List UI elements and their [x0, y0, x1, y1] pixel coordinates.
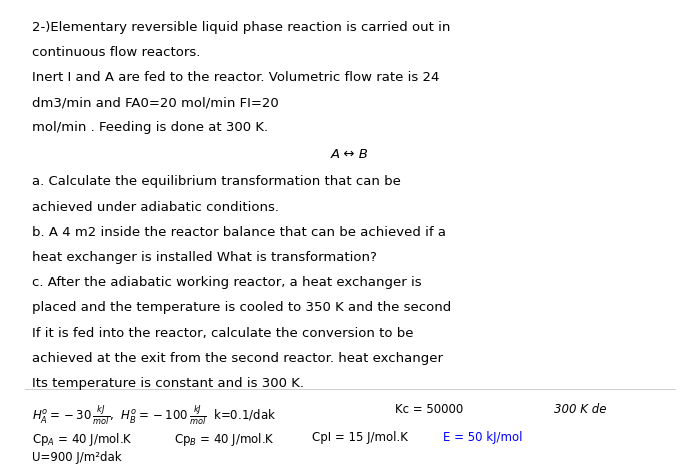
Text: heat exchanger is installed What is transformation?: heat exchanger is installed What is tran… — [32, 251, 377, 264]
Text: Inert I and A are fed to the reactor. Volumetric flow rate is 24: Inert I and A are fed to the reactor. Vo… — [32, 71, 439, 84]
Text: c. After the adiabatic working reactor, a heat exchanger is: c. After the adiabatic working reactor, … — [32, 276, 421, 289]
Text: CpI = 15 J/mol.K: CpI = 15 J/mol.K — [312, 431, 408, 444]
Text: E = 50 kJ/mol: E = 50 kJ/mol — [443, 431, 523, 444]
Text: placed and the temperature is cooled to 350 K and the second: placed and the temperature is cooled to … — [32, 302, 451, 314]
Text: dm3/min and FA0=20 mol/min FI=20: dm3/min and FA0=20 mol/min FI=20 — [32, 96, 279, 109]
Text: achieved at the exit from the second reactor. heat exchanger: achieved at the exit from the second rea… — [32, 352, 443, 365]
Text: 300 K de: 300 K de — [554, 403, 606, 416]
Text: A ↔ B: A ↔ B — [331, 148, 369, 162]
Text: b. A 4 m2 inside the reactor balance that can be achieved if a: b. A 4 m2 inside the reactor balance tha… — [32, 226, 446, 239]
Text: Kc = 50000: Kc = 50000 — [395, 403, 463, 416]
Text: Its temperature is constant and is 300 K.: Its temperature is constant and is 300 K… — [32, 377, 304, 390]
Text: U=900 J/m²dak: U=900 J/m²dak — [32, 451, 122, 464]
Text: 2-)Elementary reversible liquid phase reaction is carried out in: 2-)Elementary reversible liquid phase re… — [32, 20, 450, 34]
Text: Cp$_B$ = 40 J/mol.K: Cp$_B$ = 40 J/mol.K — [174, 431, 274, 448]
Text: mol/min . Feeding is done at 300 K.: mol/min . Feeding is done at 300 K. — [32, 121, 268, 134]
Text: $H^o_A = -30\,\frac{kJ}{mol}$,  $H^o_B = -100\,\frac{kJ}{mol}$  k=0.1/dak: $H^o_A = -30\,\frac{kJ}{mol}$, $H^o_B = … — [32, 403, 276, 427]
Text: continuous flow reactors.: continuous flow reactors. — [32, 46, 200, 59]
Text: achieved under adiabatic conditions.: achieved under adiabatic conditions. — [32, 200, 279, 214]
Text: Cp$_A$ = 40 J/mol.K: Cp$_A$ = 40 J/mol.K — [32, 431, 132, 448]
Text: If it is fed into the reactor, calculate the conversion to be: If it is fed into the reactor, calculate… — [32, 327, 413, 340]
Text: a. Calculate the equilibrium transformation that can be: a. Calculate the equilibrium transformat… — [32, 175, 400, 189]
